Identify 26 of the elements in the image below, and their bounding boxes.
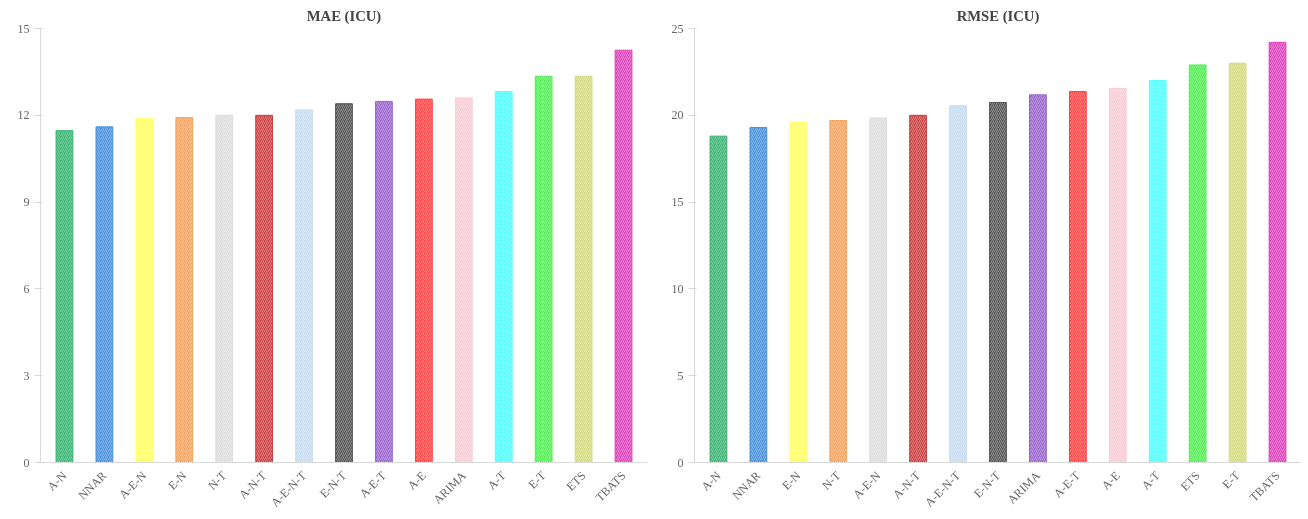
chart-title: MAE (ICU) [306, 7, 382, 25]
x-tick-label: A-T [1138, 468, 1164, 493]
x-tick-label: A-E [404, 468, 429, 493]
x-tick-label: E-N [165, 468, 190, 493]
y-tick-label: 25 [671, 21, 684, 36]
y-tick-label: 0 [677, 455, 684, 470]
y-tick-label: 12 [17, 108, 30, 123]
x-tick-label: ETS [1177, 468, 1203, 494]
x-tick-label: ETS [563, 468, 589, 494]
x-tick-label: A-T [484, 468, 510, 493]
y-tick-label: 10 [671, 281, 684, 296]
x-tick-label: N-T [205, 468, 230, 493]
x-tick-label: E-T [1219, 468, 1244, 492]
y-tick-label: 15 [17, 21, 30, 36]
x-tick-label: A-E [1098, 468, 1123, 493]
y-tick-label: 15 [671, 195, 684, 210]
y-tick-label: 20 [671, 108, 684, 123]
y-tick-label: 5 [677, 368, 684, 383]
y-tick-label: 0 [23, 455, 30, 470]
x-tick-label: N-T [819, 468, 844, 493]
x-tick-label: E-N [779, 468, 804, 493]
y-tick-label: 9 [23, 195, 30, 210]
x-tick-label: E-T [525, 468, 550, 492]
y-tick-label: 3 [23, 368, 30, 383]
y-tick-label: 6 [23, 281, 30, 296]
chart-title: RMSE (ICU) [956, 7, 1040, 25]
